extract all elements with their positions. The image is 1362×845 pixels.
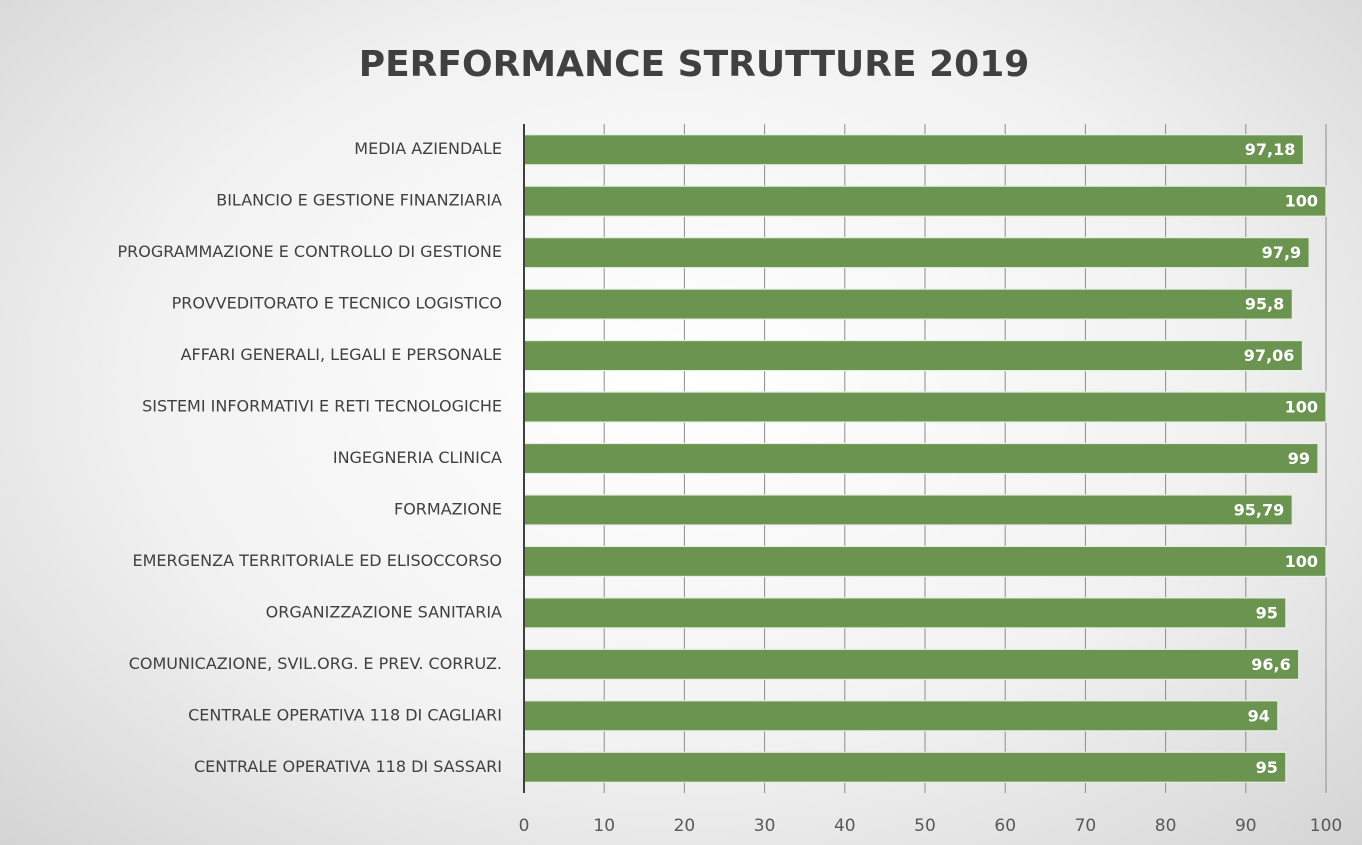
value-label: 95	[1256, 603, 1278, 622]
value-label: 96,6	[1251, 655, 1290, 674]
value-label: 99	[1288, 449, 1310, 468]
value-label: 95,8	[1245, 295, 1284, 314]
x-tick-label: 20	[674, 816, 696, 836]
value-label: 100	[1285, 398, 1318, 417]
x-tick-label: 10	[593, 816, 615, 836]
x-tick-label: 40	[834, 816, 856, 836]
bar	[523, 700, 1279, 732]
x-tick-label: 60	[994, 816, 1016, 836]
y-tick-label: INGEGNERIA CLINICA	[333, 448, 502, 467]
y-tick-label: SISTEMI INFORMATIVI E RETI TECNOLOGICHE	[142, 397, 502, 416]
y-tick-label: CENTRALE OPERATIVA 118 DI CAGLIARI	[188, 705, 502, 724]
value-label: 100	[1285, 552, 1318, 571]
value-label: 95	[1256, 758, 1278, 777]
y-tick-label: ORGANIZZAZIONE SANITARIA	[266, 602, 502, 621]
y-tick-label: MEDIA AZIENDALE	[354, 139, 502, 158]
bar	[523, 494, 1293, 526]
bar	[523, 391, 1327, 423]
value-label: 95,79	[1234, 500, 1285, 519]
bar	[523, 545, 1327, 578]
x-tick-label: 90	[1235, 816, 1257, 836]
y-tick-label: PROGRAMMAZIONE E CONTROLLO DI GESTIONE	[118, 242, 502, 261]
x-tick-label: 80	[1155, 816, 1177, 836]
y-tick-label: FORMAZIONE	[394, 499, 502, 518]
y-tick-label: COMUNICAZIONE, SVIL.ORG. E PREV. CORRUZ.	[129, 654, 502, 673]
y-tick-label: CENTRALE OPERATIVA 118 DI SASSARI	[194, 757, 502, 776]
bar	[523, 237, 1310, 269]
value-label: 97,18	[1245, 140, 1296, 159]
bar	[523, 288, 1293, 320]
chart-title: PERFORMANCE STRUTTURE 2019	[359, 44, 1030, 85]
value-label: 94	[1248, 706, 1270, 725]
x-tick-label: 30	[754, 816, 776, 836]
bar	[523, 185, 1327, 217]
x-tick-label: 70	[1075, 816, 1097, 836]
x-tick-label: 100	[1310, 816, 1342, 836]
bar	[523, 134, 1304, 166]
y-tick-label: EMERGENZA TERRITORIALE ED ELISOCCORSO	[132, 551, 502, 570]
y-tick-label: BILANCIO E GESTIONE FINANZIARIA	[216, 191, 502, 210]
value-label: 100	[1285, 192, 1318, 211]
bar	[523, 648, 1300, 680]
bar	[523, 442, 1319, 475]
bar	[523, 339, 1304, 372]
value-label: 97,06	[1244, 346, 1295, 365]
y-tick-label: AFFARI GENERALI, LEGALI E PERSONALE	[181, 345, 502, 364]
bar	[523, 597, 1287, 629]
bar	[523, 751, 1287, 783]
value-label: 97,9	[1262, 243, 1301, 262]
y-tick-label: PROVVEDITORATO E TECNICO LOGISTICO	[172, 294, 502, 313]
x-tick-label: 50	[914, 816, 936, 836]
x-tick-label: 0	[519, 816, 530, 836]
